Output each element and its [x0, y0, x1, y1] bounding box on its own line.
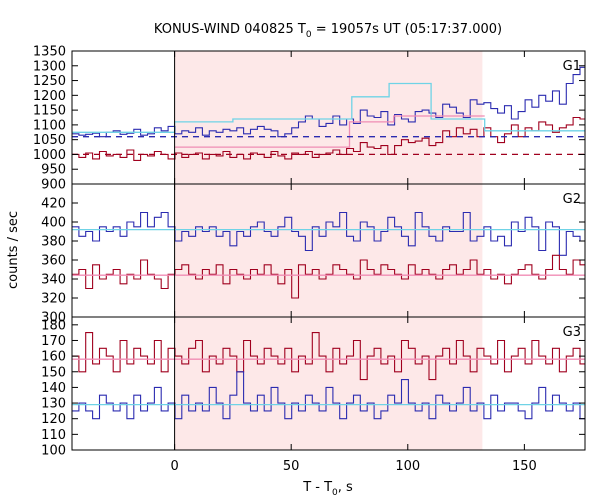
panel-frame [71, 316, 586, 451]
chart-title: KONUS-WIND 040825 T0 = 19057s UT (05:17:… [154, 22, 502, 40]
panel-series [72, 66, 585, 161]
y-tick-label: 380 [41, 235, 66, 250]
y-tick-label: 1300 [33, 59, 66, 74]
y-tick-label: 1150 [33, 104, 66, 119]
y-tick-label: 120 [41, 412, 66, 427]
g3-series-red-0 [72, 332, 585, 381]
y-tick-label: 150 [41, 365, 66, 380]
y-tick-label: 110 [41, 428, 66, 443]
x-tick-label: 0 [170, 459, 178, 474]
y-tick-label: 1100 [33, 118, 66, 133]
x-tick-label: 50 [283, 459, 300, 474]
y-tick-label: 1000 [33, 148, 66, 163]
g1-series-red-1 [72, 116, 585, 161]
y-tick-label: 300 [41, 311, 66, 326]
y-tick-label: 340 [41, 273, 66, 288]
y-tick-label: 900 [41, 178, 66, 193]
panel-label-g2: G2 [563, 192, 581, 207]
y-tick-label: 1200 [33, 89, 66, 104]
y-tick-label: 1350 [33, 45, 66, 60]
g2-series-blue-0 [72, 211, 585, 256]
plot-area: 90095010001050110011501200125013001350G1… [33, 45, 586, 474]
y-tick-label: 130 [41, 397, 66, 412]
panel-label-g3: G3 [563, 325, 581, 340]
burst-interval-shade [174, 51, 483, 450]
panel-label-g1: G1 [563, 59, 581, 74]
y-tick-label: 1050 [33, 133, 66, 148]
panel-g2: 300 320 340 360 380 400 420 G2 [41, 183, 586, 326]
y-tick-label: 320 [41, 292, 66, 307]
g1-series-blue-0 [72, 66, 585, 138]
y-tick-label: 160 [41, 350, 66, 365]
y-tick-label: 360 [41, 254, 66, 269]
y-tick-label: 420 [41, 197, 66, 212]
y-tick-label: 400 [41, 216, 66, 231]
panel-series [72, 211, 585, 299]
x-tick-label: 150 [512, 459, 537, 474]
y-tick-label: 140 [41, 381, 66, 396]
g3-series-blue-1 [72, 371, 585, 420]
y-tick-label: 100 [41, 444, 66, 459]
g1-series-pink-3 [174, 115, 485, 148]
y-tick-label: 1250 [33, 74, 66, 89]
y-axis-label: counts / sec [6, 211, 21, 289]
panel-series [72, 332, 585, 420]
y-tick-label: 950 [41, 163, 66, 178]
y-tick-label: 170 [41, 334, 66, 349]
y-tick-label: 180 [41, 318, 66, 333]
g2-series-red-1 [72, 254, 585, 299]
x-axis-label: T - T0, s [302, 480, 353, 498]
g1-series-cyan-2 [72, 82, 585, 133]
x-tick-label: 100 [395, 459, 420, 474]
